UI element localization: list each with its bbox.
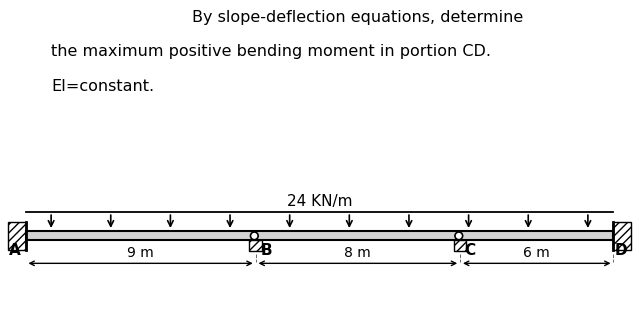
Text: B: B [260, 243, 272, 258]
Text: C: C [465, 243, 476, 258]
Text: 6 m: 6 m [523, 246, 550, 260]
Bar [249, 240, 262, 251]
Text: 8 m: 8 m [344, 246, 371, 260]
Bar [613, 222, 631, 250]
Bar [454, 240, 466, 251]
Text: 24 KN/m: 24 KN/m [287, 194, 352, 209]
Text: EI=constant.: EI=constant. [51, 79, 154, 94]
Text: the maximum positive bending moment in portion CD.: the maximum positive bending moment in p… [51, 44, 491, 59]
Bar [8, 222, 26, 250]
Bar [26, 231, 613, 240]
Text: A: A [9, 243, 20, 258]
Text: By slope-deflection equations, determine: By slope-deflection equations, determine [192, 10, 523, 24]
Text: D: D [615, 243, 627, 258]
Circle shape [250, 232, 258, 240]
Circle shape [455, 232, 463, 240]
Text: 9 m: 9 m [127, 246, 154, 260]
